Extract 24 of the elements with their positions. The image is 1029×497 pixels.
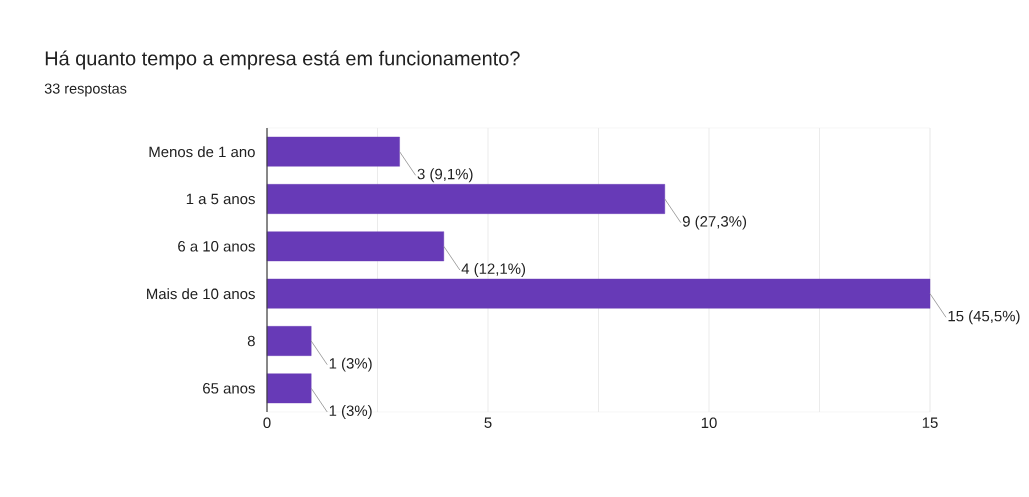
x-tick-label: 10	[701, 417, 717, 429]
y-tick-label: 8	[247, 335, 255, 347]
bar	[266, 326, 312, 356]
x-tick-label: 5	[484, 417, 492, 428]
y-tick-label: 6 a 10 anos	[178, 241, 255, 252]
y-tick-label: 1 a 5 anos	[186, 193, 255, 205]
y-tick-label: Menos de 1 ano	[149, 146, 255, 158]
bar	[266, 278, 931, 309]
data-label: 4 (12,1%)	[461, 263, 526, 277]
y-tick-label: 65 anos	[203, 383, 255, 394]
bar	[266, 373, 312, 404]
data-label: 1 (3%)	[329, 357, 372, 372]
data-label: 3 (9,1%)	[417, 168, 473, 183]
data-label: 9 (27,3%)	[682, 215, 747, 230]
chart-title: Há quanto tempo a empresa está em funcionamento?	[45, 50, 520, 70]
y-tick-label: Mais de 10 anos	[147, 288, 255, 300]
x-tick-label: 15	[922, 417, 938, 428]
text: 33 respostas	[44, 83, 127, 97]
bar	[266, 136, 400, 167]
bar	[266, 184, 666, 214]
x-tick-label: 0	[263, 417, 271, 429]
bar	[266, 231, 445, 262]
data-label: 1 (3%)	[329, 405, 372, 419]
data-label: 15 (45,5%)	[948, 310, 1020, 325]
